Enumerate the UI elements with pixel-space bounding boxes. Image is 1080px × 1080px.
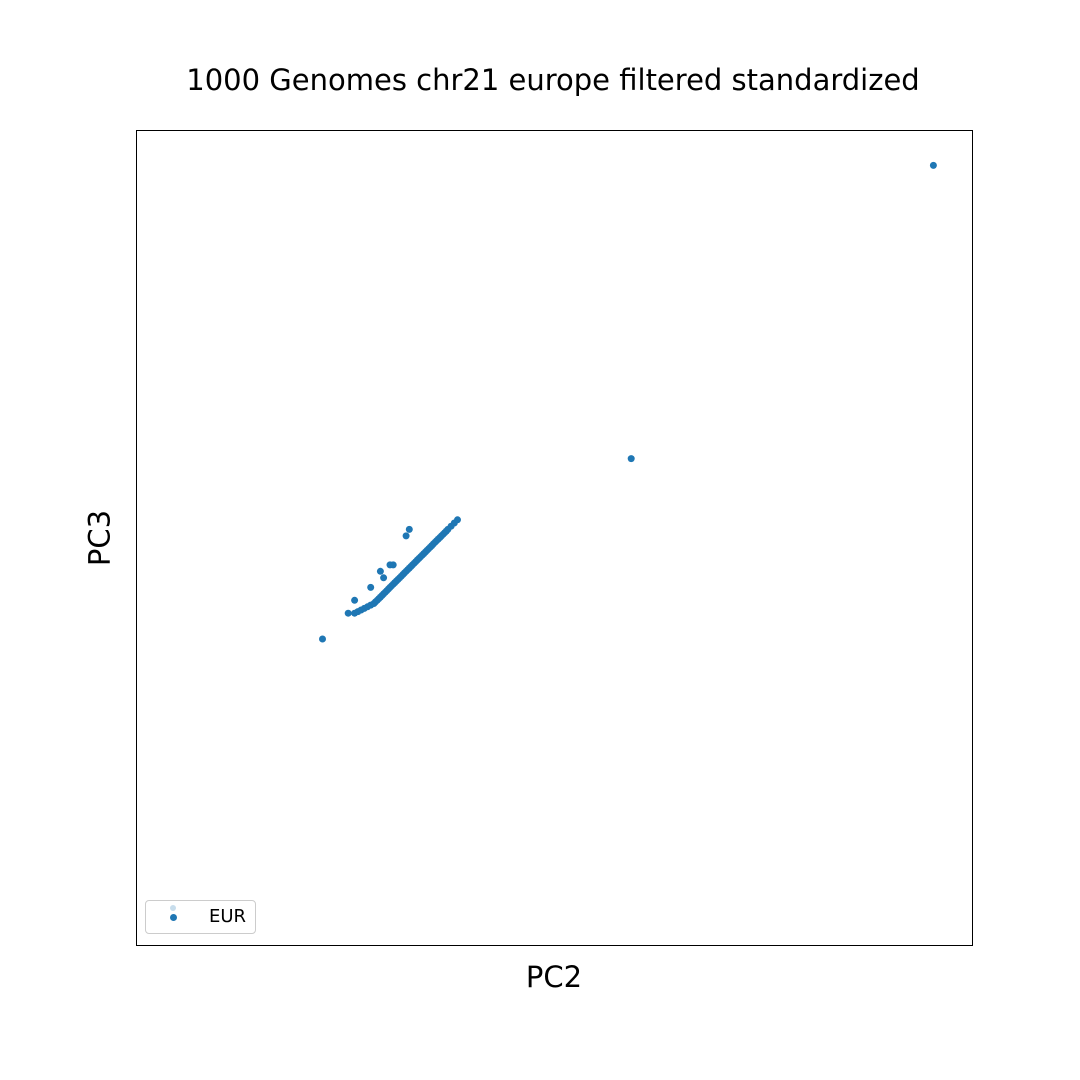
data-points [319, 161, 937, 643]
legend-label-eur: EUR [209, 906, 247, 927]
data-point [454, 516, 461, 524]
data-point [380, 574, 388, 582]
chart-title: 1000 Genomes chr21 europe filtered stand… [186, 63, 920, 97]
data-point [344, 609, 352, 617]
data-point [405, 525, 413, 533]
data-point [319, 635, 326, 643]
y-axis-label: PC3 [82, 509, 117, 567]
data-point [929, 161, 937, 169]
data-point [386, 561, 394, 569]
x-axis-label: PC2 [525, 960, 583, 994]
data-point [376, 567, 384, 575]
data-point [367, 583, 375, 591]
legend-marker-eur [170, 914, 177, 921]
data-point [402, 532, 410, 540]
data-point [627, 455, 635, 463]
legend: EUR [145, 900, 256, 934]
legend-marker-faint [170, 905, 176, 911]
plot-area-frame [136, 130, 973, 946]
data-point [351, 596, 359, 604]
